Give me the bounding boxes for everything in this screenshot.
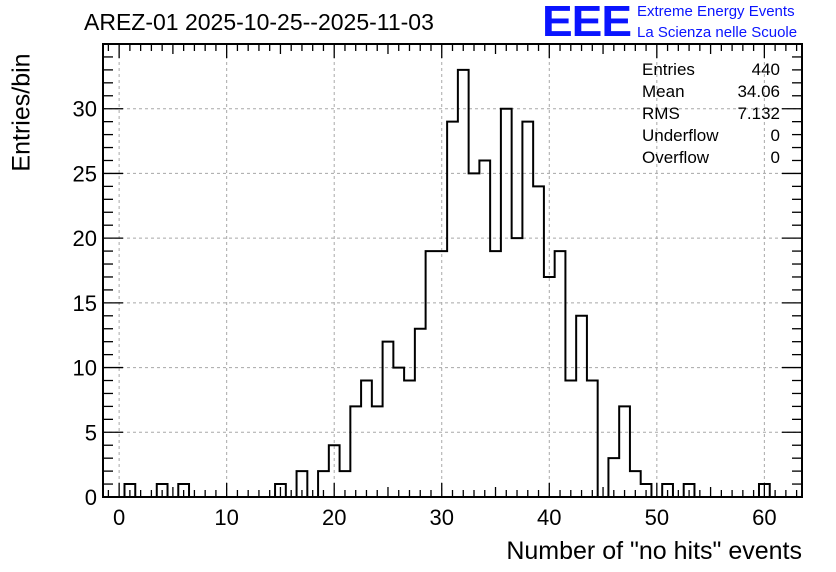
histogram-bar — [426, 251, 437, 497]
stat-value: 440 — [751, 60, 780, 79]
histogram-bar — [555, 251, 566, 497]
histogram-bar — [447, 122, 458, 497]
stat-label: Underflow — [642, 126, 719, 145]
stat-value: 0 — [770, 126, 780, 145]
stats-box: Entries 440 Mean 34.06 RMS 7.132 Underfl… — [642, 60, 780, 170]
stat-row-overflow: Overflow 0 — [642, 148, 780, 170]
x-tick-label: 50 — [645, 505, 669, 530]
x-tick-label: 40 — [537, 505, 561, 530]
histogram-bar — [490, 251, 501, 497]
y-tick-label: 25 — [73, 161, 97, 186]
y-tick-label: 0 — [85, 485, 97, 510]
eee-logo: EEE — [542, 0, 632, 46]
histogram-bar — [361, 381, 372, 497]
x-tick-label: 0 — [113, 505, 125, 530]
histogram-bar — [587, 381, 598, 497]
histogram-bar — [479, 160, 490, 497]
histogram-bar — [372, 406, 383, 497]
stat-row-mean: Mean 34.06 — [642, 82, 780, 104]
stat-label: RMS — [642, 104, 680, 123]
logo-line-2: La Scienza nelle Scuole — [637, 24, 798, 41]
y-axis-label: Entries/bin — [7, 52, 36, 172]
chart-title: AREZ-01 2025-10-25--2025-11-03 — [84, 9, 434, 35]
x-tick-label: 20 — [322, 505, 346, 530]
axis-tick-labels: 0 10 20 30 40 50 60 0 5 10 15 20 25 30 — [73, 97, 777, 530]
y-tick-label: 15 — [73, 291, 97, 316]
stat-label: Mean — [642, 82, 685, 101]
stat-row-rms: RMS 7.132 — [642, 104, 780, 126]
y-tick-label: 10 — [73, 356, 97, 381]
histogram-bar — [415, 329, 426, 497]
stat-label: Entries — [642, 60, 695, 79]
histogram-bar — [383, 342, 394, 497]
histogram-bar — [522, 122, 533, 497]
histogram-bar — [469, 173, 480, 497]
histogram-bar — [619, 406, 630, 497]
stat-label: Overflow — [642, 148, 710, 167]
histogram-bar — [458, 70, 469, 497]
histogram-bar — [350, 406, 361, 497]
y-tick-label: 5 — [85, 420, 97, 445]
stat-value: 34.06 — [737, 82, 780, 101]
stat-row-underflow: Underflow 0 — [642, 126, 780, 148]
stat-value: 0 — [770, 148, 780, 167]
x-tick-label: 10 — [214, 505, 238, 530]
x-axis-label: Number of "no hits" events — [506, 537, 802, 565]
histogram-bar — [404, 381, 415, 497]
grid-lines — [103, 44, 802, 497]
axis-ticks — [103, 43, 802, 498]
y-tick-label: 30 — [73, 97, 97, 122]
x-tick-label: 30 — [430, 505, 454, 530]
y-tick-label: 20 — [73, 226, 97, 251]
histogram-bar — [533, 186, 544, 497]
histogram-bar — [576, 316, 587, 497]
stat-row-entries: Entries 440 — [642, 60, 780, 82]
stat-value: 7.132 — [737, 104, 780, 123]
x-tick-label: 60 — [752, 505, 776, 530]
logo-line-1: Extreme Energy Events — [637, 3, 795, 20]
histogram-bar — [565, 381, 576, 497]
